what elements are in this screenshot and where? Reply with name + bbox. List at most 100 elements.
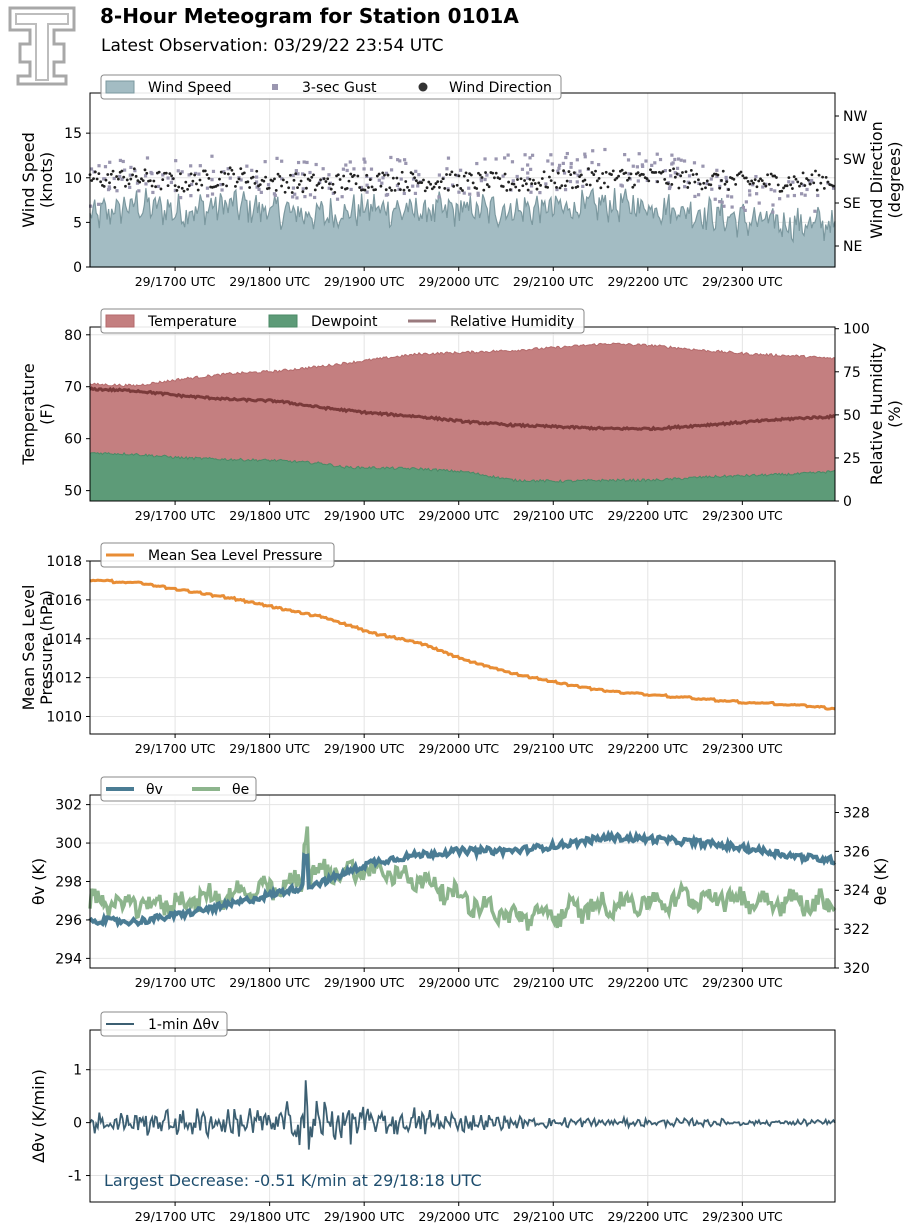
direction-point [682,180,686,183]
gust-point [597,162,601,167]
gust-point [515,174,519,179]
gust-point [180,170,184,174]
direction-point [177,185,181,189]
y-tick-label: 50 [64,484,82,500]
y-right-axis-label: Wind Direction [867,121,886,239]
gust-point [669,174,673,178]
gust-point [380,181,384,185]
gust-point [565,151,569,156]
y-axis-label: Mean Sea Level [19,585,38,711]
direction-point [166,184,170,188]
y-axis-label: Wind Speed [19,132,38,227]
direction-point [530,182,534,186]
gust-point [637,152,641,156]
gust-point [675,166,680,170]
gust-point [778,197,782,201]
gust-point [108,160,112,164]
legend-box [100,308,585,334]
gust-point [575,180,579,184]
gust-point [89,204,93,208]
gust-point [437,195,441,199]
gust-point [404,161,408,166]
direction-point [347,179,351,183]
x-tick-label: 29/2300 UTC [702,508,783,523]
gust-point [112,176,116,181]
direction-point [104,178,108,182]
direction-point [748,182,752,186]
double-t-logo-icon [8,6,76,86]
x-tick-label: 29/1800 UTC [229,274,310,289]
direction-point [281,178,285,182]
x-tick-label: 29/1800 UTC [229,741,310,756]
gust-point [578,169,582,173]
direction-point [292,178,296,182]
direction-point [627,176,631,180]
direction-point [368,178,372,182]
gust-point [129,165,133,170]
gust-point [399,177,403,181]
gust-point [528,156,532,160]
direction-point [324,180,328,183]
y-right-tick-label: 0 [843,494,852,510]
direction-point [750,179,754,183]
legend-box [100,74,562,100]
direction-point [606,185,610,189]
direction-point [484,171,487,174]
direction-point [579,173,583,177]
direction-point [503,172,507,176]
direction-point [494,171,498,175]
direction-point [313,188,317,192]
y-right-tick-label: 322 [843,922,870,938]
y-tick-label: 300 [55,836,82,852]
gust-point [362,157,366,161]
gust-point [682,159,687,163]
gust-point [576,173,580,177]
gust-point [219,183,223,187]
gust-point [151,190,155,195]
direction-point [253,182,257,185]
direction-point [262,179,266,183]
y-tick-label: 10 [64,171,82,187]
direction-point [152,179,156,183]
gust-point [722,204,726,208]
direction-point [267,186,271,190]
x-tick-label: 29/2300 UTC [702,274,783,289]
direction-point [546,185,550,189]
gust-point [575,158,579,162]
x-tick-label: 29/1900 UTC [324,508,405,523]
y-axis-label: Pressure (hPa) [37,590,56,705]
direction-point [179,172,182,176]
gust-point [771,210,775,214]
y-tick-label: 1012 [46,671,82,687]
x-tick-label: 29/1800 UTC [229,975,310,990]
gust-point [591,149,595,153]
direction-point [821,175,824,179]
direction-point [92,177,95,181]
direction-point [120,169,124,173]
gust-point [189,194,193,198]
gust-point [655,152,659,156]
direction-point [672,167,675,171]
direction-point [388,186,392,190]
x-tick-label: 29/1900 UTC [324,1209,405,1224]
direction-point [471,181,475,185]
direction-point [216,183,220,187]
direction-point [297,183,301,186]
direction-point [673,175,677,179]
x-tick-label: 29/2200 UTC [607,1209,688,1224]
direction-point [757,179,761,183]
gust-point [791,180,795,184]
gust-point [115,189,119,193]
direction-point [225,184,228,188]
gust-point [510,160,515,164]
direction-point [831,184,835,188]
direction-point [668,169,672,172]
direction-point [226,172,230,176]
direction-point [645,177,649,180]
direction-point [578,175,581,179]
direction-point [689,168,693,172]
gust-point [590,160,594,165]
direction-point [629,172,633,176]
x-tick-label: 29/1800 UTC [229,1209,310,1224]
direction-point [615,176,619,180]
